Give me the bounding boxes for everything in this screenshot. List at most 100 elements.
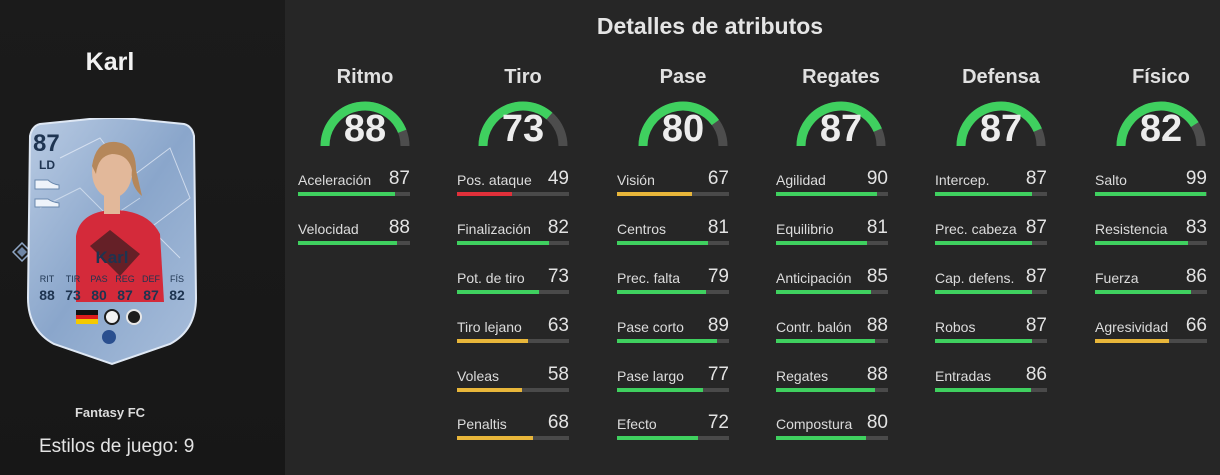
attribute-bar	[457, 192, 569, 196]
attribute-bar	[776, 436, 888, 440]
player-card[interactable]: 87 LD Karl RIT TIR PAS REG DEF FÍS 88 73…	[20, 118, 204, 366]
attribute-row: Aceleración 87	[298, 168, 410, 210]
category-value: 88	[343, 108, 387, 150]
attribute-bar-fill	[776, 290, 872, 294]
card-stat-value: 87	[143, 287, 159, 303]
attribute-name: Finalización	[457, 221, 531, 237]
player-name: Karl	[85, 48, 135, 76]
attribute-name: Agilidad	[776, 172, 826, 188]
attribute-bar-fill	[457, 241, 549, 245]
attribute-bar	[457, 241, 569, 245]
attribute-name: Aceleración	[298, 172, 372, 188]
attribute-row: Penaltis 68	[457, 412, 569, 454]
attribute-name: Efecto	[617, 416, 657, 432]
card-stat-label: REG	[115, 274, 135, 284]
attribute-row: Intercep. 87	[935, 168, 1047, 210]
attribute-name: Pase corto	[617, 319, 684, 335]
gauge-fill	[320, 101, 407, 147]
attribute-value: 89	[707, 315, 729, 336]
attribute-name: Salto	[1095, 172, 1127, 188]
attribute-bar	[776, 241, 888, 245]
category-gauge: 88	[306, 96, 424, 156]
card-stat-label: RIT	[39, 274, 55, 284]
attribute-row: Efecto 72	[617, 412, 729, 454]
card-badges	[76, 309, 142, 325]
category-column: Tiro 73	[464, 60, 582, 156]
attribute-value: 87	[1025, 168, 1047, 189]
card-position: LD	[39, 158, 55, 172]
attribute-name: Equilibrio	[776, 221, 834, 237]
category-value: 82	[1139, 108, 1183, 150]
category-gauge: 73	[464, 96, 582, 156]
attribute-name: Penaltis	[457, 416, 507, 432]
attribute-row: Resistencia 83	[1095, 217, 1207, 259]
attribute-bar	[298, 241, 410, 245]
gauge-fill	[1116, 101, 1199, 147]
attribute-name: Pase largo	[617, 368, 684, 384]
attribute-row: Centros 81	[617, 217, 729, 259]
attribute-bar-fill	[617, 339, 717, 343]
attribute-bar-fill	[935, 290, 1033, 294]
attribute-bar	[457, 436, 569, 440]
attribute-row: Finalización 82	[457, 217, 569, 259]
category-gauge: 87	[942, 96, 1060, 156]
attribute-bar-fill	[935, 192, 1033, 196]
attribute-bar	[776, 290, 888, 294]
attribute-row: Robos 87	[935, 315, 1047, 357]
attribute-value: 63	[547, 315, 569, 336]
attribute-bar	[617, 192, 729, 196]
gauge-fill	[638, 101, 719, 147]
attribute-value: 72	[707, 412, 729, 433]
category-name: Defensa	[962, 66, 1040, 88]
attribute-bar	[935, 241, 1047, 245]
attribute-row: Prec. cabeza 87	[935, 217, 1047, 259]
attribute-name: Prec. falta	[617, 270, 681, 286]
attribute-bar	[457, 290, 569, 294]
attribute-name: Velocidad	[298, 221, 359, 237]
attribute-bar	[457, 339, 569, 343]
attribute-bar-fill	[457, 436, 534, 440]
category-column: Pase 80	[624, 60, 742, 156]
card-stat-label: DEF	[142, 274, 160, 284]
attribute-bar-fill	[776, 241, 867, 245]
attribute-value: 87	[1025, 266, 1047, 287]
attribute-bar-fill	[935, 388, 1032, 392]
attribute-value: 58	[547, 364, 569, 385]
attribute-name: Voleas	[457, 368, 500, 384]
category-value: 87	[819, 108, 863, 150]
category-gauge: 82	[1102, 96, 1220, 156]
category-value: 87	[979, 108, 1023, 150]
attribute-value: 81	[866, 217, 888, 238]
attribute-name: Pos. ataque	[457, 172, 532, 188]
card-overall: 87	[33, 130, 60, 157]
card-extra-icon	[102, 330, 116, 344]
card-stat-value: 73	[65, 287, 81, 303]
gauge-fill	[478, 101, 553, 147]
attribute-bar	[1095, 192, 1207, 196]
attribute-value: 73	[547, 266, 569, 287]
attribute-row: Pos. ataque 49	[457, 168, 569, 210]
category-name: Físico	[1132, 66, 1190, 88]
attribute-name: Cap. defens.	[935, 270, 1015, 286]
category-name: Tiro	[504, 66, 542, 88]
card-player-name: Karl	[95, 248, 129, 267]
attribute-row: Cap. defens. 87	[935, 266, 1047, 308]
boot-icon	[34, 198, 60, 208]
attribute-bar-fill	[1095, 290, 1192, 294]
attribute-value: 87	[1025, 217, 1047, 238]
attribute-bar-fill	[617, 436, 698, 440]
attribute-value: 88	[388, 217, 410, 238]
attribute-bar-fill	[617, 241, 708, 245]
card-stat-labels: RIT TIR PAS REG DEF FÍS	[34, 274, 190, 284]
attribute-bar	[1095, 339, 1207, 343]
card-stat-value: 87	[117, 287, 133, 303]
attribute-value: 80	[866, 412, 888, 433]
playstyles-count[interactable]: Estilos de juego: 9	[39, 436, 195, 457]
category-gauge: 80	[624, 96, 742, 156]
attribute-bar-fill	[298, 241, 397, 245]
attribute-name: Regates	[776, 368, 829, 384]
attribute-value: 66	[1185, 315, 1207, 336]
attribute-bar	[935, 290, 1047, 294]
attribute-value: 87	[388, 168, 410, 189]
attribute-row: Equilibrio 81	[776, 217, 888, 259]
